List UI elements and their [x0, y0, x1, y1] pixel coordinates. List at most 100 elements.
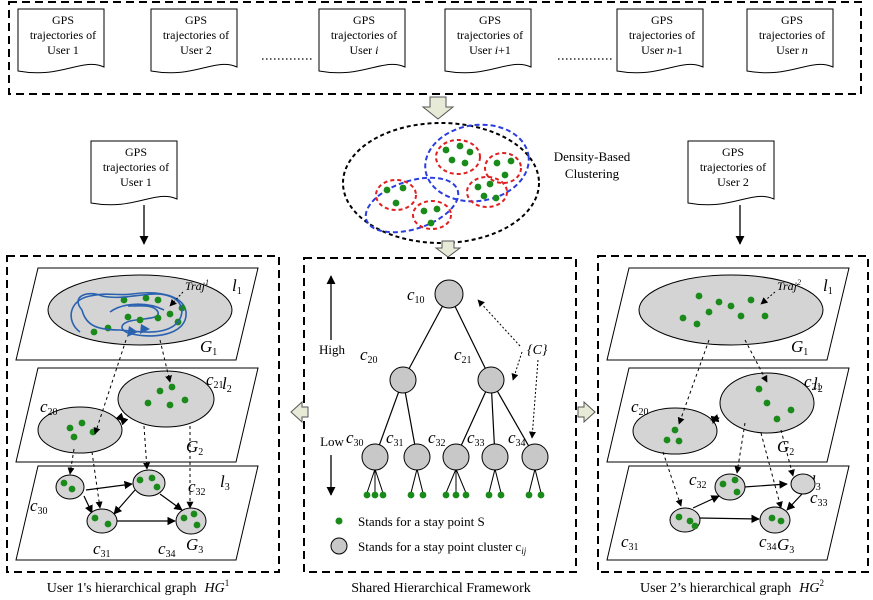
trajectory-point [727, 302, 735, 310]
clustering-ellipse [342, 122, 540, 244]
axis-low-label: Low [320, 434, 344, 449]
g2-point [755, 385, 763, 393]
g3-edge [786, 493, 803, 511]
leaf-edge [528, 468, 536, 494]
leaf-point [497, 491, 505, 499]
traj-label: Traj1 [185, 278, 209, 293]
trajectory-point [761, 312, 769, 320]
node-c30 [361, 443, 389, 471]
label-c34: c34 [158, 539, 176, 560]
cluster-point [392, 199, 400, 207]
trajectory-point [142, 294, 150, 302]
g3-point [675, 513, 683, 521]
g3-edge [743, 480, 788, 489]
label-c33: c33 [467, 428, 485, 449]
cluster-point [480, 192, 488, 200]
leaf-point [537, 491, 545, 499]
legend-cluster-text: Stands for a stay point cluster cij [358, 539, 527, 556]
set-arrow-c21 [511, 351, 523, 381]
trajectory-point [695, 292, 703, 300]
tree-edge [448, 293, 492, 381]
g2-point [156, 387, 164, 395]
label-c21: c21 [454, 345, 472, 366]
graph-label-1: G1 [200, 337, 217, 358]
trajectory-point [715, 298, 723, 306]
inter-level-link [734, 422, 746, 474]
label-c34: c34 [508, 428, 526, 449]
doc-label-user: User 2 [717, 175, 749, 189]
level-label-2: l2 [222, 374, 232, 395]
g3-node-2 [790, 473, 816, 495]
trajectory-point [693, 320, 701, 328]
leaf-edge [445, 468, 457, 494]
doc-label-traj: trajectories of [30, 28, 96, 42]
inter-level-link [159, 339, 172, 383]
doc-label-traj: trajectories of [103, 160, 169, 174]
left-arrow [290, 400, 309, 424]
label-c32: c32 [188, 477, 206, 498]
g3-point [136, 476, 144, 484]
label-c20: c20 [360, 345, 378, 366]
g2-point [144, 399, 152, 407]
level-label-1: l1 [823, 276, 833, 297]
label-c10: c10 [407, 285, 425, 306]
leaf-point [442, 491, 450, 499]
red-cluster-5 [412, 200, 452, 230]
level-plane-3 [606, 465, 850, 561]
doc-label-gps: GPS [722, 145, 744, 159]
g3-point [68, 485, 76, 493]
g3-edge [83, 495, 93, 514]
label-c34: c34 [759, 532, 777, 553]
traj-pointer [760, 291, 776, 305]
g3-point [691, 522, 699, 530]
leaf-point [485, 491, 493, 499]
cluster-point [420, 207, 428, 215]
leaf-point [371, 491, 379, 499]
leaf-point [419, 491, 427, 499]
cluster-point [466, 148, 474, 156]
leaf-edge [455, 468, 467, 494]
g3-edge [692, 495, 720, 509]
leaf-point [407, 491, 415, 499]
label-c30: c30 [30, 496, 48, 517]
left-panel [6, 255, 280, 573]
red-cluster-3 [466, 176, 508, 208]
g3-point [686, 517, 694, 525]
doc-label-user: User 1 [47, 43, 79, 57]
g3-node-4 [175, 507, 207, 535]
graph-label-1: G1 [791, 337, 808, 358]
trajectory-point [90, 328, 98, 336]
caption-center: Shared Hierarchical Framework [351, 581, 531, 596]
leaf-point [363, 491, 371, 499]
doc-label-gps: GPS [125, 145, 147, 159]
tree-edge [374, 379, 404, 458]
cluster-point [399, 184, 407, 192]
trajectory-point [154, 296, 162, 304]
g2-point [787, 406, 795, 414]
leaf-point [462, 491, 470, 499]
doc-label-gps: GPS [781, 13, 803, 27]
red-cluster-4 [375, 179, 417, 211]
traj-label: Traj2 [777, 278, 801, 293]
trajectory-point [705, 308, 713, 316]
cluster-point [448, 156, 456, 164]
right-arrow [577, 400, 596, 424]
trajectory-point [166, 310, 174, 318]
user-trajectories-box [8, 1, 862, 95]
trajectory-point [136, 316, 144, 324]
down-arrow-top [421, 96, 455, 120]
level-label-2: l2 [813, 374, 823, 395]
label-c21: c21 [206, 370, 224, 391]
cluster-point [507, 157, 515, 165]
node-c21 [477, 366, 505, 394]
g2-point [773, 415, 781, 423]
graph-label-2: G2 [777, 437, 794, 458]
g2-edge [115, 412, 129, 426]
doc-label-traj: trajectories of [629, 28, 695, 42]
cluster-point [461, 159, 469, 167]
cluster-point [492, 194, 500, 202]
